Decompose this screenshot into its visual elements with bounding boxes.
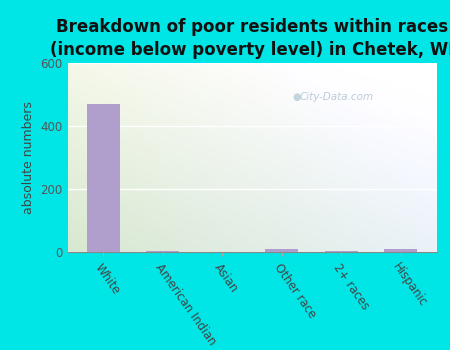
Bar [146, 251, 179, 252]
Bar [384, 248, 417, 252]
Text: City-Data.com: City-Data.com [300, 92, 374, 102]
Title: Breakdown of poor residents within races
(income below poverty level) in Chetek,: Breakdown of poor residents within races… [50, 19, 450, 59]
Y-axis label: absolute numbers: absolute numbers [22, 101, 35, 214]
Bar [266, 249, 298, 252]
Bar [325, 251, 358, 252]
Text: ●: ● [292, 92, 301, 102]
Bar [87, 104, 120, 252]
